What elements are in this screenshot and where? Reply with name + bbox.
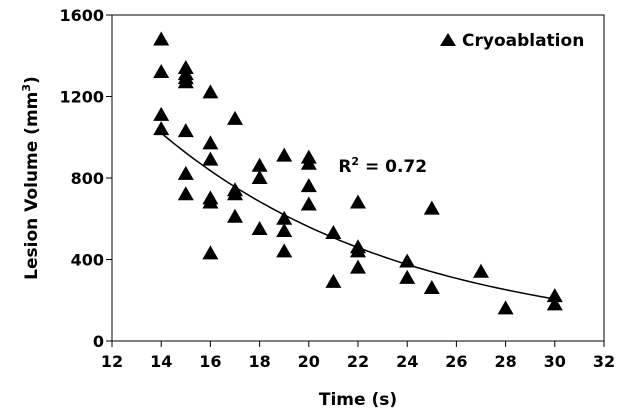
data-point	[227, 186, 243, 201]
data-point	[399, 269, 416, 284]
x-axis-ticks: 12 14 16 18 20 22 24 26 28 30 32	[101, 341, 615, 371]
y-axis-ticks: 0 400 800 1200 1600	[59, 6, 112, 351]
data-point	[153, 64, 170, 79]
y-tick-label: 0	[93, 332, 104, 351]
data-point	[177, 123, 194, 138]
data-point	[227, 208, 243, 223]
data-point	[423, 200, 440, 215]
data-point	[153, 31, 170, 46]
data-point	[497, 300, 514, 315]
data-point	[202, 84, 219, 99]
y-axis-title: Lesion Volume (mm3)	[20, 76, 42, 280]
r-squared-superscript: 2	[351, 155, 359, 168]
legend: Cryoablation	[440, 31, 584, 51]
x-tick-label: 30	[544, 352, 566, 371]
data-point	[177, 74, 194, 89]
data-point	[202, 151, 219, 166]
data-point	[251, 220, 268, 235]
data-point	[473, 263, 489, 278]
data-point	[325, 273, 342, 288]
x-tick-label: 20	[298, 352, 320, 371]
x-tick-label: 26	[445, 352, 467, 371]
y-axis-title-superscript: 3	[20, 84, 33, 92]
data-points	[153, 31, 563, 315]
r-squared-value: = 0.72	[359, 157, 427, 177]
data-point	[202, 194, 219, 209]
data-point	[350, 243, 366, 258]
data-point	[251, 170, 268, 184]
x-tick-label: 18	[248, 352, 270, 371]
y-tick-label: 1600	[59, 6, 104, 25]
x-tick-label: 22	[347, 352, 369, 371]
data-point	[202, 245, 219, 260]
y-tick-label: 400	[71, 251, 104, 270]
data-point	[251, 157, 268, 172]
data-point	[350, 194, 366, 209]
x-tick-label: 12	[101, 352, 123, 371]
data-point	[177, 165, 194, 180]
x-tick-label: 14	[150, 352, 172, 371]
data-point	[350, 259, 366, 274]
data-point	[227, 110, 243, 125]
x-tick-label: 16	[199, 352, 221, 371]
y-axis-title-main: Lesion Volume (mm	[22, 92, 42, 280]
x-tick-label: 28	[494, 352, 516, 371]
data-point	[153, 106, 170, 121]
data-point	[300, 155, 317, 170]
y-tick-label: 1200	[59, 88, 104, 107]
legend-label-cryoablation: Cryoablation	[462, 31, 584, 51]
data-point	[300, 196, 317, 211]
data-point	[202, 135, 219, 150]
data-point	[276, 222, 293, 237]
r-squared-r: R	[338, 157, 351, 177]
data-point	[546, 296, 563, 311]
data-point	[177, 186, 194, 201]
data-point	[276, 210, 293, 225]
x-tick-label: 32	[593, 352, 615, 371]
y-axis-title-close: )	[22, 76, 42, 84]
y-tick-label: 800	[71, 169, 104, 188]
data-point	[153, 121, 170, 136]
data-point	[546, 288, 563, 303]
legend-marker-cryoablation	[440, 33, 456, 46]
data-point	[423, 280, 440, 295]
x-axis-title: Time (s)	[319, 390, 397, 409]
data-point	[276, 147, 293, 162]
r-squared-annotation: R2 = 0.72	[338, 155, 427, 177]
data-point	[276, 243, 293, 258]
data-point	[325, 225, 342, 240]
data-point	[300, 178, 317, 193]
data-point	[399, 253, 416, 268]
x-tick-label: 24	[396, 352, 418, 371]
